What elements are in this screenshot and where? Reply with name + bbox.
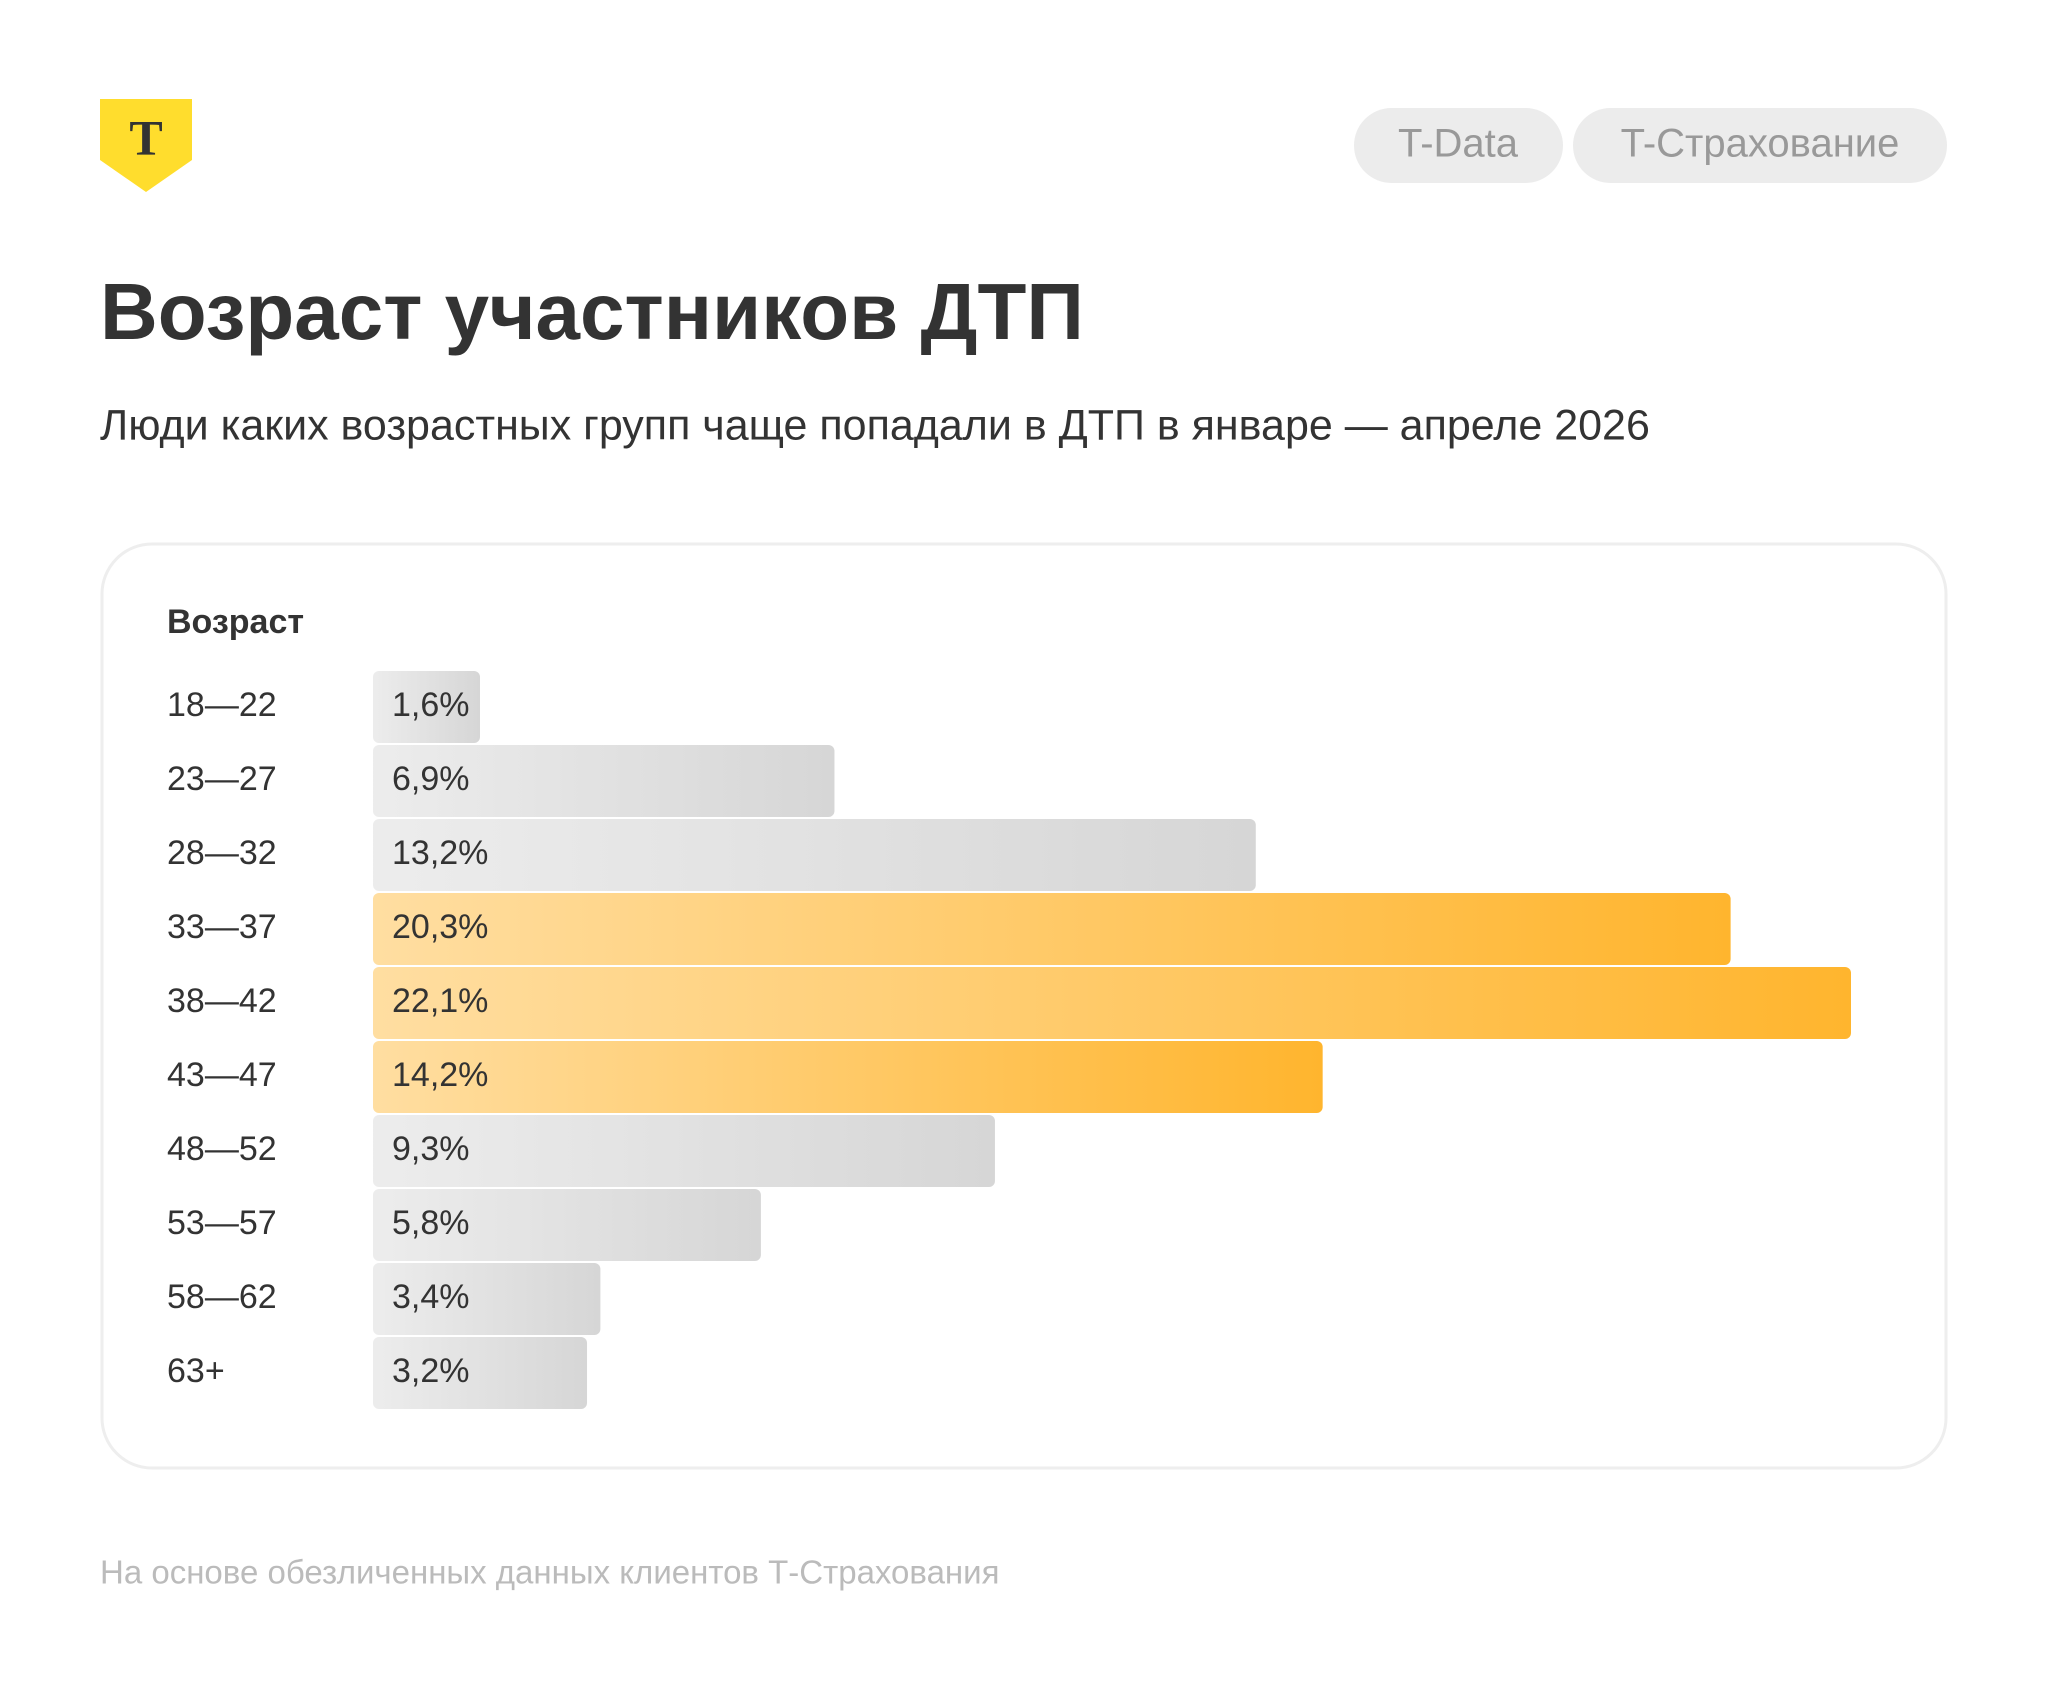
bar: [373, 819, 1256, 891]
category-label: 23—27: [167, 760, 277, 798]
footnote: На основе обезличенных данных клиентов Т…: [100, 1554, 999, 1591]
bar: [373, 745, 835, 817]
logo-letter: Т: [129, 109, 162, 165]
bar: [373, 1041, 1323, 1113]
value-label: 3,2%: [392, 1352, 470, 1390]
chart-subtitle: Люди каких возрастных групп чаще попадал…: [100, 401, 1650, 449]
tag-label[interactable]: T-Страхование: [1621, 122, 1900, 166]
value-label: 3,4%: [392, 1278, 470, 1316]
bar: [373, 1115, 995, 1187]
category-label: 43—47: [167, 1056, 277, 1094]
logo-shield: [100, 99, 192, 192]
axis-label: Возраст: [167, 603, 304, 641]
category-label: 33—37: [167, 908, 277, 946]
bar: [373, 1337, 588, 1409]
value-label: 22,1%: [392, 982, 488, 1020]
value-label: 20,3%: [392, 908, 488, 946]
value-label: 1,6%: [392, 686, 470, 724]
bar: [373, 1189, 761, 1261]
value-label: 9,3%: [392, 1130, 470, 1168]
tag-label[interactable]: T-Data: [1398, 122, 1519, 166]
value-label: 13,2%: [392, 834, 488, 872]
chart-title: Возраст участников ДТП: [100, 267, 1084, 356]
tag[interactable]: [1573, 108, 1947, 183]
category-label: 53—57: [167, 1204, 277, 1242]
bar: [373, 893, 1731, 965]
category-label: 38—42: [167, 982, 277, 1020]
bar: [373, 671, 481, 743]
bar: [373, 1263, 601, 1335]
category-label: 63+: [167, 1352, 225, 1390]
bars: 18—22 1,6% 23—27 6,9% 28—32 13,2% 33—37 20,3% 38…: [167, 671, 1851, 1409]
category-label: 28—32: [167, 834, 277, 872]
bar: [373, 967, 1851, 1039]
category-label: 48—52: [167, 1130, 277, 1168]
value-label: 6,9%: [392, 760, 470, 798]
category-label: 58—62: [167, 1278, 277, 1316]
value-label: 14,2%: [392, 1056, 488, 1094]
tag[interactable]: [1354, 108, 1563, 183]
category-label: 18—22: [167, 686, 277, 724]
value-label: 5,8%: [392, 1204, 470, 1242]
